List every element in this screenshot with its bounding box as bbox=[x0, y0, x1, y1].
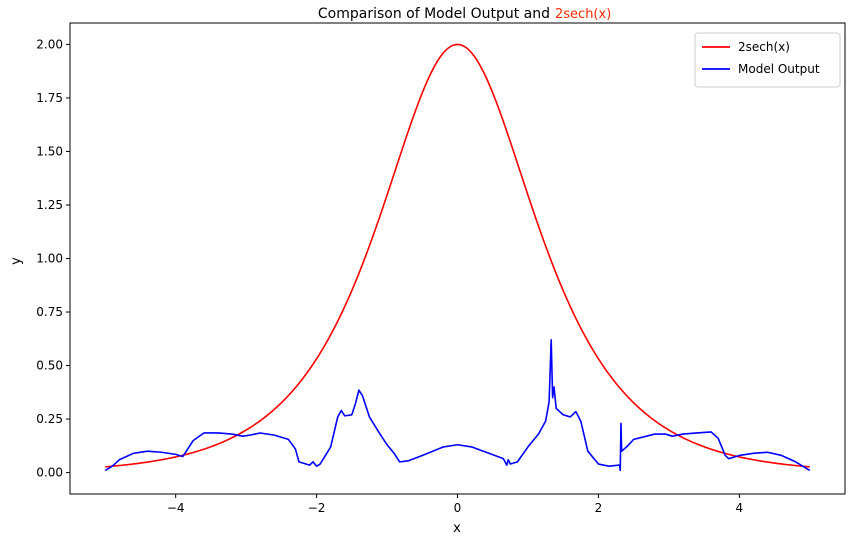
y-tick-label: 1.50 bbox=[36, 144, 63, 158]
legend-box bbox=[694, 32, 841, 88]
y-tick-label: 1.75 bbox=[36, 91, 63, 105]
chart-title-highlight: 2sech(x) bbox=[555, 7, 611, 22]
y-tick-label: 0.75 bbox=[36, 305, 63, 319]
x-axis-label: x bbox=[453, 521, 461, 536]
x-tick-label: 2 bbox=[595, 501, 603, 515]
y-tick-label: 1.00 bbox=[36, 252, 63, 266]
y-tick-label: 0.50 bbox=[36, 359, 63, 373]
legend: 2sech(x) Model Output bbox=[694, 32, 841, 88]
x-tick-label: 4 bbox=[735, 501, 743, 515]
x-axis: −4 −2 0 2 4 bbox=[167, 494, 743, 515]
plot-frame bbox=[69, 22, 846, 495]
legend-label: Model Output bbox=[738, 62, 820, 76]
y-tick-label: 0.25 bbox=[36, 412, 63, 426]
y-tick-label: 1.25 bbox=[36, 198, 63, 212]
y-axis-label: y bbox=[9, 257, 24, 265]
chart-title: Comparison of Model Output and 2sech(x) bbox=[318, 6, 611, 22]
x-tick-label: 0 bbox=[454, 501, 462, 515]
x-tick-label: −2 bbox=[308, 501, 326, 515]
x-tick-label: −4 bbox=[167, 501, 185, 515]
series-line-0 bbox=[105, 43, 810, 468]
legend-label: 2sech(x) bbox=[738, 40, 790, 54]
series-line-1 bbox=[104, 339, 811, 472]
y-axis: 0.00 0.25 0.50 0.75 1.00 1.25 1.50 1.75 2.00 bbox=[36, 37, 70, 480]
chart-title-text: Comparison of Model Output and bbox=[318, 6, 550, 22]
y-tick-label: 2.00 bbox=[36, 37, 63, 51]
plot-lines bbox=[104, 43, 811, 472]
y-tick-label: 0.00 bbox=[36, 466, 63, 480]
